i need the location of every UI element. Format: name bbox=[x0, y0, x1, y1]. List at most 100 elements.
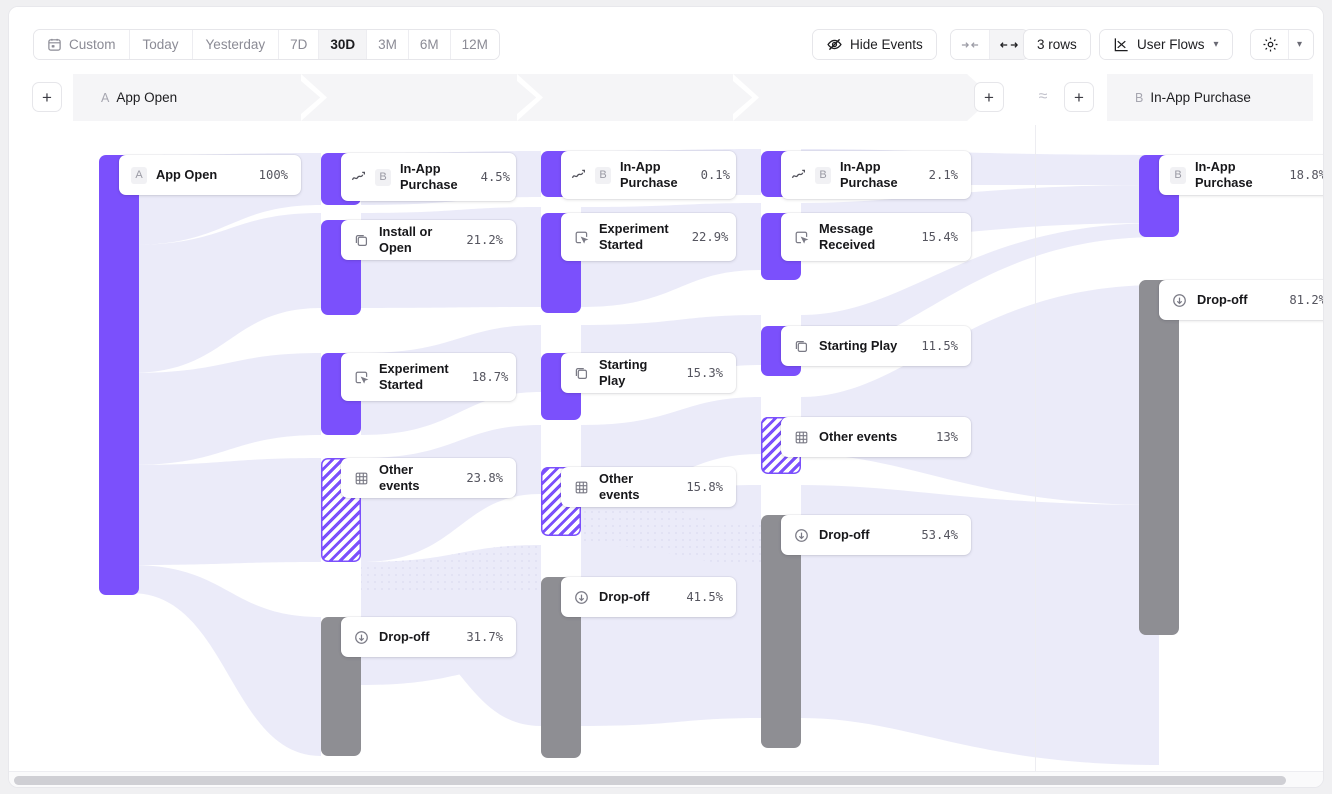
flow-canvas[interactable]: A App Open 100% B In-App Purchase 4.5% bbox=[9, 125, 1324, 773]
node-percent: 15.3% bbox=[686, 366, 723, 380]
grid-icon bbox=[573, 479, 590, 496]
trend-icon bbox=[571, 169, 586, 182]
grid-icon bbox=[793, 429, 810, 446]
stage-lane-left[interactable]: A App Open bbox=[73, 74, 967, 121]
node-percent: 23.8% bbox=[466, 471, 503, 485]
dropoff-icon bbox=[1171, 292, 1188, 309]
node-card[interactable]: B In-App Purchase 0.1% bbox=[561, 151, 736, 199]
add-stage-middle-button[interactable]: + bbox=[974, 82, 1004, 112]
stage-left-tag: A bbox=[101, 90, 110, 105]
date-range-yesterday[interactable]: Yesterday bbox=[192, 30, 280, 59]
node-percent: 2.1% bbox=[928, 168, 958, 182]
date-range-12m[interactable]: 12M bbox=[450, 30, 499, 59]
node-percent: 18.7% bbox=[471, 370, 509, 384]
node-card[interactable]: Starting Play 15.3% bbox=[561, 353, 736, 393]
stage-right-tag: B bbox=[1135, 90, 1144, 105]
node-card[interactable]: Other events 13% bbox=[781, 417, 971, 457]
node-label: In-App Purchase bbox=[620, 158, 678, 190]
collapse-horizontal-icon bbox=[961, 39, 979, 51]
node-bar bbox=[99, 155, 139, 595]
node-label: Other events bbox=[819, 428, 898, 444]
scrollbar-thumb[interactable] bbox=[14, 776, 1286, 785]
node-card[interactable]: Other events 15.8% bbox=[561, 467, 736, 507]
node-percent: 31.7% bbox=[466, 630, 503, 644]
date-range-6m[interactable]: 6M bbox=[408, 30, 451, 59]
node-card[interactable]: Drop-off 41.5% bbox=[561, 577, 736, 617]
node-card[interactable]: Drop-off 53.4% bbox=[781, 515, 971, 555]
stage-lane-right[interactable]: B In-App Purchase bbox=[1107, 74, 1313, 121]
node-card[interactable]: Experiment Started 18.7% bbox=[341, 353, 516, 401]
node-percent: 15.4% bbox=[921, 230, 958, 244]
cursor-box-icon bbox=[353, 369, 370, 386]
node-label: Experiment Started bbox=[599, 220, 669, 252]
node-percent: 4.5% bbox=[480, 170, 510, 184]
node-label: App Open bbox=[156, 166, 218, 182]
node-label: Drop-off bbox=[599, 588, 650, 604]
settings-dropdown-button[interactable]: ▾ bbox=[1289, 30, 1314, 59]
stage-left-label: App Open bbox=[116, 90, 178, 105]
settings-group[interactable]: ▾ bbox=[1250, 29, 1315, 60]
view-type-label: User Flows bbox=[1137, 37, 1205, 52]
copy-icon bbox=[353, 232, 370, 249]
date-range-30d[interactable]: 30D bbox=[319, 30, 368, 59]
cursor-box-icon bbox=[793, 229, 810, 246]
date-range-selector[interactable]: Custom Today Yesterday 7D 30D 3M 6M 12M bbox=[33, 29, 500, 60]
rows-label[interactable]: 3 rows bbox=[1024, 30, 1090, 59]
node-tag: A bbox=[131, 166, 147, 184]
date-range-today[interactable]: Today bbox=[129, 30, 193, 59]
node-tag: B bbox=[375, 168, 391, 186]
settings-button[interactable] bbox=[1251, 30, 1289, 59]
stage-right-label: In-App Purchase bbox=[1150, 90, 1251, 105]
calendar-icon bbox=[47, 37, 62, 52]
rows-selector[interactable]: 3 rows bbox=[1023, 29, 1091, 60]
stage-left-label-group: A App Open bbox=[101, 90, 177, 105]
hide-events-button[interactable]: Hide Events bbox=[813, 30, 936, 59]
node-card[interactable]: A App Open 100% bbox=[119, 155, 301, 195]
hide-events-label: Hide Events bbox=[850, 37, 923, 52]
toolbar: Custom Today Yesterday 7D 30D 3M 6M 12M … bbox=[9, 7, 1323, 70]
stage-notch bbox=[301, 74, 327, 121]
node-label: Install or Open bbox=[379, 223, 433, 255]
date-range-3m[interactable]: 3M bbox=[367, 30, 409, 59]
node-card[interactable]: Drop-off 81.2% bbox=[1159, 280, 1324, 320]
view-type-selector[interactable]: User Flows ▾ bbox=[1099, 29, 1233, 60]
cursor-box-icon bbox=[573, 229, 590, 246]
node-tag: B bbox=[815, 166, 831, 184]
node-label: Other events bbox=[379, 461, 420, 493]
node-percent: 81.2% bbox=[1289, 293, 1324, 307]
wave-divider-icon: ≈ bbox=[1038, 88, 1048, 105]
node-card[interactable]: Experiment Started 22.9% bbox=[561, 213, 736, 261]
date-range-custom[interactable]: Custom bbox=[34, 30, 130, 59]
horizontal-scrollbar[interactable] bbox=[9, 771, 1323, 787]
node-label: In-App Purchase bbox=[1195, 158, 1253, 190]
node-card[interactable]: B In-App Purchase 4.5% bbox=[341, 153, 516, 201]
node-percent: 0.1% bbox=[700, 168, 730, 182]
node-percent: 21.2% bbox=[466, 233, 503, 247]
view-type-button[interactable]: User Flows ▾ bbox=[1100, 30, 1232, 59]
node-label: Drop-off bbox=[379, 628, 430, 644]
stage-notch bbox=[517, 74, 543, 121]
node-card[interactable]: B In-App Purchase 2.1% bbox=[781, 151, 971, 199]
node-card[interactable]: B In-App Purchase 18.8% bbox=[1159, 155, 1323, 195]
dropoff-icon bbox=[793, 527, 810, 544]
add-stage-right-button[interactable]: + bbox=[1064, 82, 1094, 112]
node-card[interactable]: Install or Open 21.2% bbox=[341, 220, 516, 260]
canvas-divider bbox=[1035, 125, 1036, 773]
width-mode-group bbox=[950, 29, 1029, 60]
add-stage-left-button[interactable]: + bbox=[32, 82, 62, 112]
node-card[interactable]: Starting Play 11.5% bbox=[781, 326, 971, 366]
expand-columns-button[interactable] bbox=[990, 30, 1028, 59]
flow-chart-icon bbox=[1113, 36, 1130, 53]
node-label: Starting Play bbox=[599, 356, 648, 388]
expand-horizontal-icon bbox=[1000, 39, 1018, 51]
copy-icon bbox=[573, 365, 590, 382]
dropoff-icon bbox=[353, 629, 370, 646]
hide-events-group: Hide Events bbox=[812, 29, 937, 60]
node-card[interactable]: Drop-off 31.7% bbox=[341, 617, 516, 657]
node-label: Drop-off bbox=[819, 526, 870, 542]
node-card[interactable]: Other events 23.8% bbox=[341, 458, 516, 498]
date-range-7d[interactable]: 7D bbox=[279, 30, 320, 59]
node-percent: 15.8% bbox=[686, 480, 723, 494]
node-card[interactable]: Message Received 15.4% bbox=[781, 213, 971, 261]
collapse-columns-button[interactable] bbox=[951, 30, 990, 59]
